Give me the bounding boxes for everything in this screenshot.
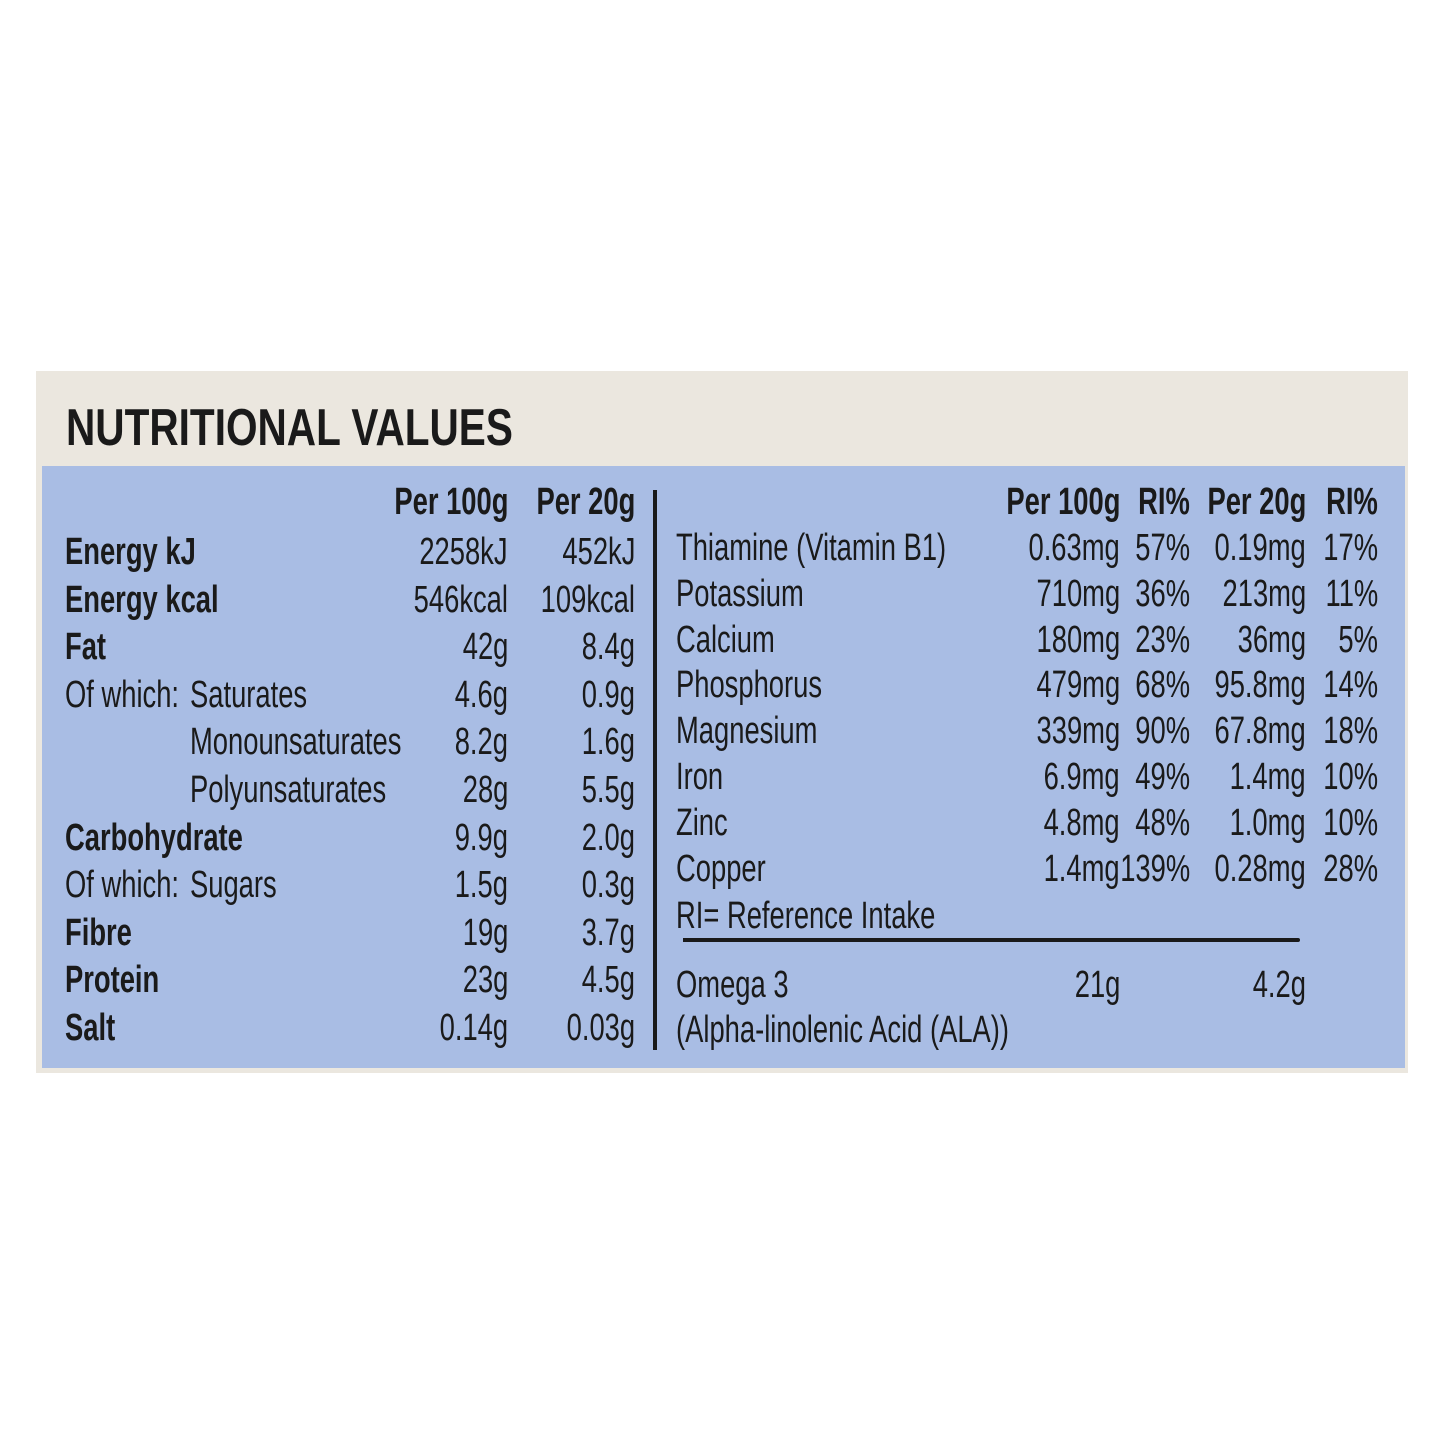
- ri-percent-per-20g: 14%: [1323, 664, 1378, 707]
- label-title: NUTRITIONAL VALUES: [66, 399, 513, 457]
- nutrient-label: Fat: [65, 626, 107, 669]
- value-per-20g: 36mg: [1237, 618, 1306, 661]
- micronutrient-label: Thiamine (Vitamin B1): [676, 527, 947, 569]
- micronutrient-label: Potassium: [676, 572, 804, 615]
- of-which-label: Of which:: [65, 864, 180, 907]
- value-per-20g: 2.0g: [581, 816, 635, 859]
- omega-3-label: Omega 3: [676, 964, 789, 1006]
- omega-3-sublabel: (Alpha-linolenic Acid (ALA)): [676, 1009, 1010, 1051]
- nutrient-label: Fibre: [65, 911, 132, 954]
- ri-note: RI= Reference Intake: [676, 895, 936, 937]
- nutrient-label: Salt: [65, 1007, 116, 1049]
- micronutrient-label: Phosphorus: [676, 664, 823, 707]
- nutrient-label: Energy kJ: [65, 531, 196, 573]
- ri-divider-line: [683, 938, 1300, 942]
- micronutrient-label: Magnesium: [676, 710, 818, 753]
- value-per-100g: 180mg: [1036, 618, 1120, 661]
- value-per-100g: 9.9g: [454, 816, 508, 859]
- sub-nutrient-label: Polyunsaturates: [190, 769, 387, 811]
- ri-percent-per-20g: 5%: [1338, 618, 1378, 661]
- nutrient-label: Energy kcal: [65, 578, 219, 621]
- header-per-20g: Per 20g: [1207, 481, 1306, 523]
- value-per-20g: 1.6g: [581, 721, 635, 764]
- omega-3-per-20g: 4.2g: [1252, 964, 1306, 1006]
- ri-percent-per-20g: 18%: [1323, 710, 1378, 753]
- value-per-20g: 213mg: [1222, 572, 1306, 615]
- value-per-100g: 42g: [462, 626, 508, 669]
- ri-percent-per-20g: 28%: [1323, 847, 1378, 890]
- micronutrient-label: Copper: [676, 847, 766, 890]
- value-per-20g: 109kcal: [540, 578, 635, 621]
- column-divider: [653, 490, 657, 1050]
- value-per-20g: 3.7g: [581, 911, 635, 954]
- value-per-100g: 4.6g: [454, 673, 508, 716]
- micronutrient-label: Iron: [676, 756, 724, 798]
- value-per-20g: 1.0mg: [1229, 801, 1306, 844]
- value-per-20g: 67.8mg: [1214, 710, 1306, 753]
- value-per-100g: 28g: [462, 769, 508, 811]
- sub-nutrient-label: Sugars: [190, 864, 277, 907]
- micronutrient-label: Calcium: [676, 618, 775, 661]
- header-ri-percent: RI%: [1138, 481, 1190, 523]
- value-per-20g: 1.4mg: [1229, 756, 1306, 798]
- value-per-100g: 339mg: [1036, 710, 1120, 753]
- ri-percent-per-20g: 10%: [1323, 801, 1378, 844]
- header-per-100g: Per 100g: [1005, 481, 1120, 523]
- ri-percent-per-100g: 48%: [1135, 801, 1190, 844]
- nutrient-label: Carbohydrate: [65, 816, 243, 859]
- header-ri-percent: RI%: [1326, 481, 1378, 523]
- of-which-label: Of which:: [65, 673, 180, 716]
- value-per-100g: 23g: [462, 959, 508, 1002]
- ri-percent-per-100g: 57%: [1135, 527, 1190, 569]
- value-per-20g: 0.3g: [581, 864, 635, 907]
- value-per-20g: 95.8mg: [1214, 664, 1306, 707]
- micronutrient-label: Zinc: [676, 801, 728, 844]
- ri-percent-per-20g: 11%: [1325, 572, 1378, 615]
- value-per-100g: 0.63mg: [1028, 527, 1120, 569]
- value-per-100g: 710mg: [1036, 572, 1120, 615]
- value-per-20g: 0.9g: [581, 673, 635, 716]
- value-per-100g: 1.5g: [454, 864, 508, 907]
- value-per-100g: 19g: [462, 911, 508, 954]
- value-per-20g: 8.4g: [581, 626, 635, 669]
- value-per-20g: 0.03g: [566, 1007, 635, 1049]
- ri-percent-per-20g: 17%: [1323, 527, 1378, 569]
- value-per-100g: 4.8mg: [1043, 801, 1120, 844]
- value-per-20g: 0.19mg: [1214, 527, 1306, 569]
- nutrient-label: Protein: [65, 959, 160, 1002]
- ri-percent-per-100g: 90%: [1135, 710, 1190, 753]
- value-per-20g: 452kJ: [561, 531, 635, 573]
- ri-percent-per-100g: 139%: [1120, 847, 1190, 890]
- value-per-100g: 6.9mg: [1043, 756, 1120, 798]
- omega-3-per-100g: 21g: [1074, 964, 1120, 1006]
- header-per-20g: Per 20g: [536, 481, 635, 523]
- value-per-20g: 4.5g: [581, 959, 635, 1002]
- value-per-100g: 8.2g: [454, 721, 508, 764]
- nutrition-table-panel: [42, 466, 1405, 1068]
- ri-percent-per-100g: 36%: [1135, 572, 1190, 615]
- sub-nutrient-label: Monounsaturates: [190, 721, 402, 764]
- value-per-20g: 0.28mg: [1214, 847, 1306, 890]
- value-per-20g: 5.5g: [581, 769, 635, 811]
- value-per-100g: 1.4mg: [1043, 847, 1120, 890]
- sub-nutrient-label: Saturates: [190, 673, 308, 716]
- ri-percent-per-100g: 23%: [1135, 618, 1190, 661]
- ri-percent-per-100g: 68%: [1135, 664, 1190, 707]
- ri-percent-per-100g: 49%: [1135, 756, 1190, 798]
- header-per-100g: Per 100g: [393, 481, 508, 523]
- ri-percent-per-20g: 10%: [1323, 756, 1378, 798]
- value-per-100g: 0.14g: [439, 1007, 508, 1049]
- value-per-100g: 2258kJ: [419, 531, 508, 573]
- value-per-100g: 479mg: [1036, 664, 1120, 707]
- value-per-100g: 546kcal: [413, 578, 508, 621]
